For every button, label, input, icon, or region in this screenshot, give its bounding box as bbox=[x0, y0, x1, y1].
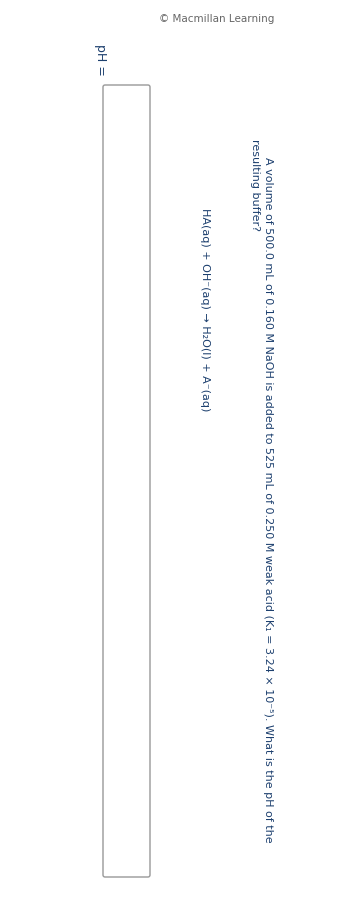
Text: resulting buffer?: resulting buffer? bbox=[250, 139, 260, 231]
Text: A volume of 500.0 mL of 0.160 M NaOH is added to 525 mL of 0.250 M weak acid (K₁: A volume of 500.0 mL of 0.160 M NaOH is … bbox=[263, 157, 273, 842]
FancyBboxPatch shape bbox=[103, 85, 150, 877]
Text: HA(aq) + OH⁻(aq) → H₂O(l) + A⁻(aq): HA(aq) + OH⁻(aq) → H₂O(l) + A⁻(aq) bbox=[200, 208, 210, 411]
Text: © Macmillan Learning: © Macmillan Learning bbox=[159, 14, 275, 24]
Text: pH =: pH = bbox=[93, 44, 106, 76]
